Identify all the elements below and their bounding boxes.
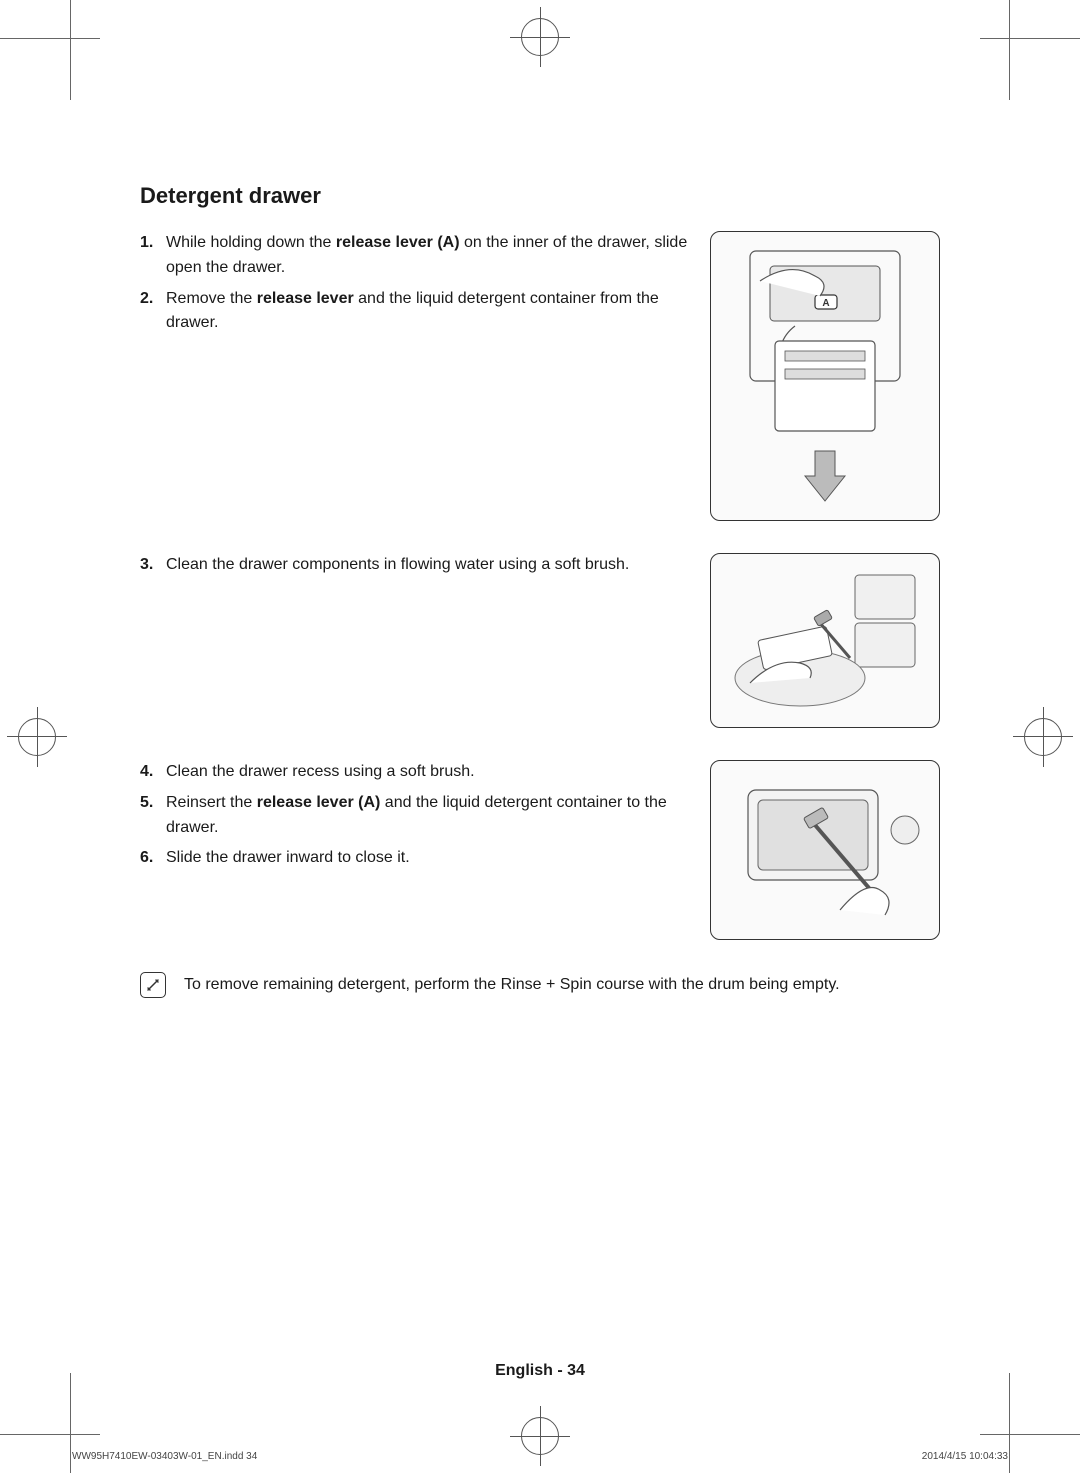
recess-illustration [720,770,930,930]
step-number: 4. [140,760,166,785]
step-text: Clean the drawer components in flowing w… [166,553,692,578]
step-5: 5. Reinsert the release lever (A) and th… [140,791,692,841]
step-number: 3. [140,553,166,578]
step-number: 6. [140,846,166,871]
instruction-block-3: 4. Clean the drawer recess using a soft … [140,760,940,940]
figure-clean-components [710,553,940,728]
step-text: Reinsert the release lever (A) and the l… [166,791,692,841]
step-2: 2. Remove the release lever and the liqu… [140,287,692,337]
page-footer: English - 34 [70,1362,1010,1380]
note-icon [140,972,166,998]
note-row: To remove remaining detergent, perform t… [140,972,940,998]
figure-clean-recess [710,760,940,940]
step-6: 6. Slide the drawer inward to close it. [140,846,692,871]
step-number: 2. [140,287,166,337]
figure-release-lever: A [710,231,940,521]
indd-filename: WW95H7410EW-03403W-01_EN.indd 34 [72,1451,257,1462]
drawer-open-illustration: A [720,241,930,511]
instruction-block-2: 3. Clean the drawer components in flowin… [140,553,940,728]
step-number: 5. [140,791,166,841]
registration-mark-left [18,718,56,756]
step-number: 1. [140,231,166,281]
cleaning-illustration [720,563,930,718]
registration-mark-right [1024,718,1062,756]
step-3: 3. Clean the drawer components in flowin… [140,553,692,578]
svg-text:A: A [822,298,829,309]
note-text: To remove remaining detergent, perform t… [184,976,840,994]
step-text: Slide the drawer inward to close it. [166,846,692,871]
section-title: Detergent drawer [140,183,940,209]
step-text: Remove the release lever and the liquid … [166,287,692,337]
step-1: 1. While holding down the release lever … [140,231,692,281]
step-text: Clean the drawer recess using a soft bru… [166,760,692,785]
instruction-block-1: 1. While holding down the release lever … [140,231,940,521]
step-4: 4. Clean the drawer recess using a soft … [140,760,692,785]
page-content: Detergent drawer 1. While holding down t… [70,38,1010,1435]
print-metadata: WW95H7410EW-03403W-01_EN.indd 34 2014/4/… [72,1451,1008,1462]
indd-timestamp: 2014/4/15 10:04:33 [922,1451,1008,1462]
step-text: While holding down the release lever (A)… [166,231,692,281]
